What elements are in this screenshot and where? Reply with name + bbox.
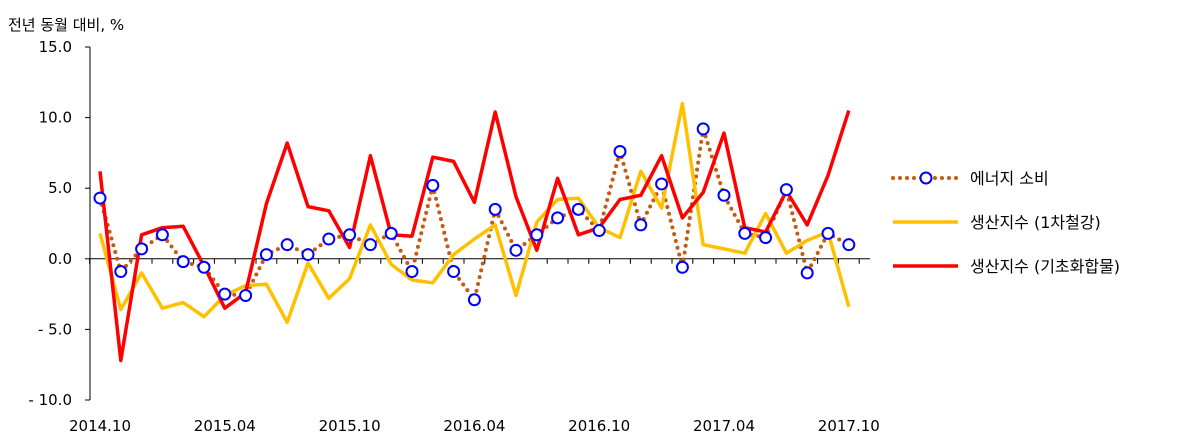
energy-point bbox=[426, 178, 440, 192]
legend-marker bbox=[919, 171, 933, 185]
energy-point bbox=[530, 228, 544, 242]
legend-item-2: 생산지수 (기초화합물) bbox=[893, 257, 1120, 276]
x-tick-label: 2015.04 bbox=[194, 417, 256, 435]
energy-point bbox=[114, 265, 128, 279]
energy-point bbox=[738, 226, 752, 240]
energy-point bbox=[759, 231, 773, 245]
energy-point bbox=[613, 144, 627, 158]
energy-point bbox=[343, 228, 357, 242]
energy-point bbox=[322, 232, 336, 246]
energy-point bbox=[197, 260, 211, 274]
y-tick-label: 0.0 bbox=[48, 250, 72, 268]
energy-point bbox=[696, 122, 710, 136]
energy-point bbox=[842, 238, 856, 252]
energy-point bbox=[509, 243, 523, 257]
y-axis-unit-label: 전년 동월 대비, % bbox=[8, 16, 125, 34]
energy-point bbox=[405, 265, 419, 279]
energy-point bbox=[259, 248, 273, 262]
series-line-2 bbox=[98, 109, 851, 363]
energy-point bbox=[488, 202, 502, 216]
energy-point bbox=[384, 226, 398, 240]
energy-point bbox=[634, 218, 648, 232]
chart-series bbox=[93, 101, 856, 363]
legend-label: 생산지수 (1차철강) bbox=[970, 213, 1101, 232]
energy-point bbox=[176, 255, 190, 269]
chart-axes: 15.0 10.0 5.0 0.0 - 5.0 - 10.0 2014.10 2015.04 2… bbox=[28, 38, 879, 435]
x-tick-label: 2014.10 bbox=[69, 417, 131, 435]
energy-point bbox=[592, 224, 606, 238]
x-tick-label: 2017.04 bbox=[693, 417, 755, 435]
energy-point bbox=[717, 188, 731, 202]
y-tick-label: - 5.0 bbox=[38, 320, 72, 338]
x-tick-label: 2016.04 bbox=[443, 417, 505, 435]
series-line-1 bbox=[98, 101, 851, 325]
series-line-0 bbox=[98, 126, 851, 302]
y-tick-label: 5.0 bbox=[48, 179, 72, 197]
y-tick-label: 15.0 bbox=[39, 38, 72, 56]
energy-point bbox=[155, 228, 169, 242]
energy-point bbox=[363, 238, 377, 252]
y-tick-label: 10.0 bbox=[39, 109, 72, 127]
x-tick-label: 2017.10 bbox=[818, 417, 880, 435]
energy-point bbox=[239, 289, 253, 303]
energy-point bbox=[821, 226, 835, 240]
x-tick-label: 2015.10 bbox=[319, 417, 381, 435]
energy-point bbox=[551, 211, 565, 225]
energy-point bbox=[655, 177, 669, 191]
energy-point bbox=[447, 265, 461, 279]
legend-item-1: 생산지수 (1차철강) bbox=[893, 213, 1101, 232]
legend-item-0: 에너지 소비 bbox=[891, 169, 1049, 188]
x-tick-label: 2016.10 bbox=[568, 417, 630, 435]
energy-point bbox=[800, 266, 814, 280]
energy-point bbox=[779, 183, 793, 197]
energy-point bbox=[467, 293, 481, 307]
energy-point bbox=[571, 202, 585, 216]
legend-label: 에너지 소비 bbox=[970, 169, 1049, 188]
energy-point bbox=[675, 260, 689, 274]
legend-label: 생산지수 (기초화합물) bbox=[970, 257, 1120, 276]
energy-point bbox=[280, 238, 294, 252]
energy-point bbox=[93, 191, 107, 205]
energy-point bbox=[135, 242, 149, 256]
energy-point bbox=[218, 287, 232, 301]
y-tick-label: - 10.0 bbox=[28, 391, 72, 409]
energy-point bbox=[301, 248, 315, 262]
